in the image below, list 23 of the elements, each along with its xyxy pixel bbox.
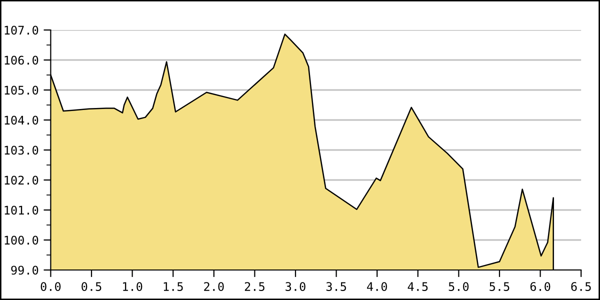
x-tick-label: 0.0 <box>40 282 61 292</box>
x-tick-label: 6.0 <box>530 282 550 292</box>
y-tick-label: 100.0 <box>4 236 38 245</box>
y-tick-label: 105.0 <box>4 86 38 95</box>
x-tick-label: 6.5 <box>571 282 591 292</box>
y-tick-label: 106.0 <box>4 56 38 65</box>
x-tick-label: 1.5 <box>164 282 183 292</box>
x-tick-label: 2.5 <box>244 282 264 292</box>
x-tick-label: 3.0 <box>286 282 306 292</box>
y-tick-label: 103.0 <box>4 146 38 155</box>
x-tick-label: 2.0 <box>204 282 224 292</box>
x-tick-label: 4.5 <box>408 282 428 292</box>
x-tick-label: 1.0 <box>123 282 142 292</box>
x-tick-label: 5.0 <box>448 282 469 292</box>
x-tick-label: 5.5 <box>490 282 510 292</box>
y-tick-label: 107.0 <box>4 26 38 35</box>
y-tick-label: 101.0 <box>4 206 38 215</box>
x-tick-label: 4.0 <box>367 282 387 292</box>
y-tick-label: 102.0 <box>4 176 38 185</box>
x-tick-label: 3.5 <box>326 282 346 292</box>
y-tick-label: 104.0 <box>4 116 38 125</box>
x-tick-label: 0.5 <box>82 282 102 292</box>
y-tick-label: 99.0 <box>11 266 38 275</box>
